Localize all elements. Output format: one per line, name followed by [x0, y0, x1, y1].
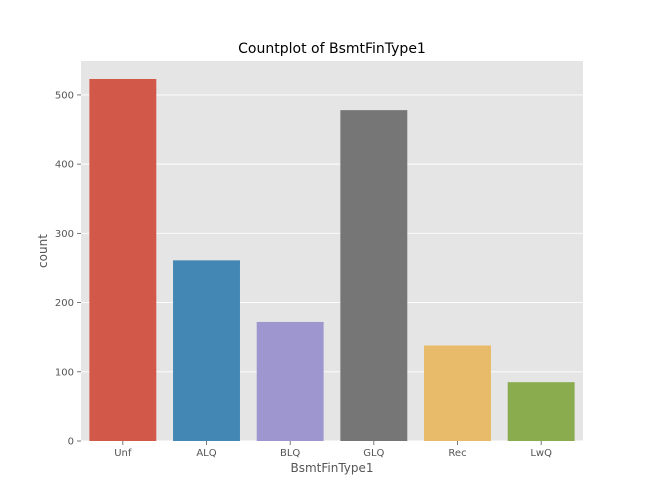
y-axis-ticks: 0 100 200 300 400 500: [55, 90, 81, 448]
bar-alq: [173, 260, 240, 441]
grid-lines: [81, 94, 583, 442]
y-tick-label: 400: [55, 160, 74, 171]
plot-area: [81, 61, 583, 441]
bar-lwq: [507, 382, 575, 441]
y-tick-label: 500: [55, 90, 74, 101]
x-tick-label: Rec: [448, 448, 466, 459]
y-tick-label: 200: [55, 298, 74, 309]
x-tick-label: BLQ: [280, 448, 300, 459]
bar-blq: [256, 321, 324, 441]
bars: [89, 78, 575, 442]
y-axis-label: count: [36, 234, 50, 268]
x-axis-label: BsmtFinType1: [290, 461, 373, 475]
bar-rec: [424, 345, 491, 441]
bar-unf: [89, 78, 157, 441]
x-axis-ticks: Unf ALQ BLQ GLQ Rec LwQ: [114, 441, 552, 459]
bar-glq: [340, 110, 408, 442]
x-tick-label: LwQ: [530, 448, 552, 459]
chart-title: Countplot of BsmtFinType1: [238, 41, 426, 57]
x-tick-label: GLQ: [363, 448, 384, 459]
y-tick-label: 0: [68, 437, 74, 448]
y-tick-label: 300: [55, 229, 74, 240]
x-tick-label: ALQ: [196, 448, 216, 459]
x-tick-label: Unf: [114, 448, 132, 459]
y-tick-label: 100: [55, 367, 74, 378]
